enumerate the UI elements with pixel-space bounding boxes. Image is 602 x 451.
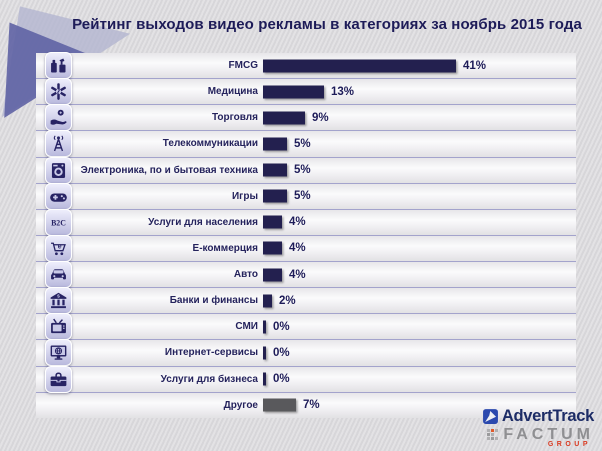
- chart-row: Телекоммуникации 5%: [36, 130, 576, 158]
- bar: [263, 215, 282, 229]
- category-label: Телекоммуникации: [162, 138, 258, 150]
- electronics-icon: [45, 156, 72, 184]
- category-label: Интернет-сервисы: [164, 347, 258, 359]
- bar: [263, 320, 266, 334]
- value-label: 7%: [303, 399, 320, 412]
- chart-row: Игры 5%: [36, 182, 576, 210]
- category-label: Торговля: [211, 112, 258, 124]
- value-label: 4%: [289, 216, 306, 229]
- value-label: 0%: [273, 346, 290, 359]
- b2c-icon: B2C: [45, 208, 72, 236]
- svg-text:e: e: [58, 243, 62, 250]
- games-icon: [45, 182, 72, 210]
- chart-row: Торговля 9%: [36, 104, 576, 132]
- bar: [263, 137, 287, 151]
- footer-logos: AdvertTrack FACTUM GROUP: [482, 407, 594, 448]
- telecom-icon: [45, 130, 72, 158]
- category-label: Е-коммерция: [192, 242, 258, 254]
- value-label: 5%: [294, 164, 311, 177]
- category-label: Банки и финансы: [169, 295, 258, 307]
- category-label: СМИ: [235, 321, 258, 333]
- category-label: Авто: [233, 269, 258, 281]
- value-label: 0%: [273, 320, 290, 333]
- factum-wordmark: FACTUM: [503, 426, 594, 443]
- business-icon: [45, 365, 72, 393]
- value-label: 41%: [463, 59, 487, 72]
- svg-text:B2C: B2C: [51, 218, 66, 227]
- category-label: Другое: [223, 399, 258, 411]
- chart-row: e Е-коммерция 4%: [36, 234, 576, 262]
- factum-logo: FACTUM: [482, 426, 594, 444]
- factum-dots-icon: [487, 429, 499, 440]
- category-label: Игры: [231, 190, 258, 202]
- value-label: 9%: [312, 111, 329, 124]
- adverttrack-cursor-icon: [482, 409, 498, 424]
- trade-icon: [45, 104, 72, 132]
- bar: [263, 372, 266, 386]
- media-icon: [45, 313, 72, 341]
- value-label: 2%: [279, 294, 296, 307]
- chart-row: FMCG 41%: [36, 52, 576, 80]
- value-label: 0%: [273, 373, 290, 386]
- bar: [263, 294, 272, 308]
- category-label: Медицина: [207, 86, 258, 98]
- chart-row: Авто 4%: [36, 261, 576, 289]
- chart-row: Интернет-сервисы 0%: [36, 339, 576, 367]
- bar: [263, 85, 324, 99]
- value-label: 5%: [294, 190, 311, 203]
- medicine-icon: [45, 78, 72, 106]
- bar: [263, 268, 282, 282]
- page-title: Рейтинг выходов видео рекламы в категори…: [72, 16, 582, 33]
- bar: [263, 346, 266, 360]
- chart-rows: FMCG 41% Медицина 13% Торговля 9% Телеко…: [36, 52, 576, 418]
- chart-row: Услуги для бизнеса 0%: [36, 365, 576, 393]
- svg-text:$: $: [57, 294, 60, 300]
- value-label: 4%: [289, 242, 306, 255]
- value-label: 13%: [331, 85, 355, 98]
- bar: [263, 241, 282, 255]
- category-label: Услуги для бизнеса: [160, 373, 258, 385]
- internet-icon: [45, 339, 72, 367]
- chart-row: СМИ 0%: [36, 313, 576, 341]
- chart-row: Электроника, по и бытовая техника 5%: [36, 156, 576, 184]
- ecommerce-icon: e: [45, 234, 72, 262]
- chart-row: B2C Услуги для населения 4%: [36, 208, 576, 236]
- category-label: Услуги для населения: [148, 216, 258, 228]
- factum-group-label: GROUP: [547, 441, 591, 448]
- chart-row: Медицина 13%: [36, 78, 576, 106]
- fmcg-icon: [45, 52, 72, 79]
- bar: [263, 59, 456, 73]
- category-label: FMCG: [228, 60, 258, 72]
- adverttrack-logo: AdvertTrack: [482, 407, 594, 426]
- bar: [263, 189, 287, 203]
- auto-icon: [45, 261, 72, 288]
- bar: [263, 398, 296, 412]
- chart-row: $ Банки и финансы 2%: [36, 287, 576, 315]
- bar: [263, 111, 305, 125]
- value-label: 5%: [294, 137, 311, 150]
- adverttrack-wordmark: AdvertTrack: [501, 407, 594, 425]
- bank-icon: $: [45, 287, 72, 315]
- bar: [263, 163, 287, 177]
- category-label: Электроника, по и бытовая техника: [80, 164, 258, 176]
- value-label: 4%: [289, 268, 306, 281]
